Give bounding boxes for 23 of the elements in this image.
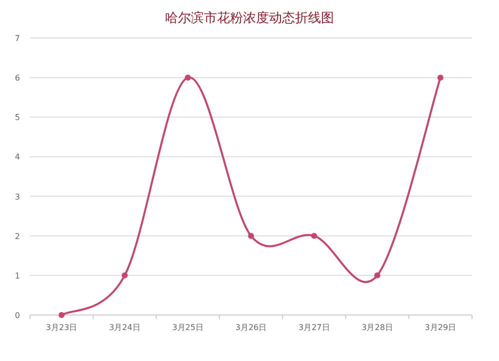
y-tick-label: 0 [14,311,20,320]
y-tick-label: 2 [14,232,20,241]
y-tick-label: 6 [14,74,20,83]
chart-title: 哈尔滨市花粉浓度动态折线图 [165,10,334,26]
x-tick-label: 3月28日 [362,323,393,332]
point [248,232,254,239]
y-tick-label: 3 [14,192,20,202]
y-tick-label: 1 [14,271,20,280]
y-tick-label: 7 [14,34,20,43]
x-tick-label: 3月24日 [109,323,140,332]
y-tick-label: 5 [14,113,20,122]
point [311,232,318,239]
x-tick-label: 3月26日 [235,323,267,332]
point [374,272,380,278]
point [184,74,191,81]
x-tick-label: 3月23日 [46,323,78,332]
x-tick-label: 3月29日 [424,323,456,332]
x-tick-label: 3月27日 [298,323,330,332]
point [122,272,128,278]
point [437,74,444,81]
y-tick-label: 4 [14,152,20,162]
x-tick-label: 3月25日 [172,323,204,332]
point [58,312,65,318]
